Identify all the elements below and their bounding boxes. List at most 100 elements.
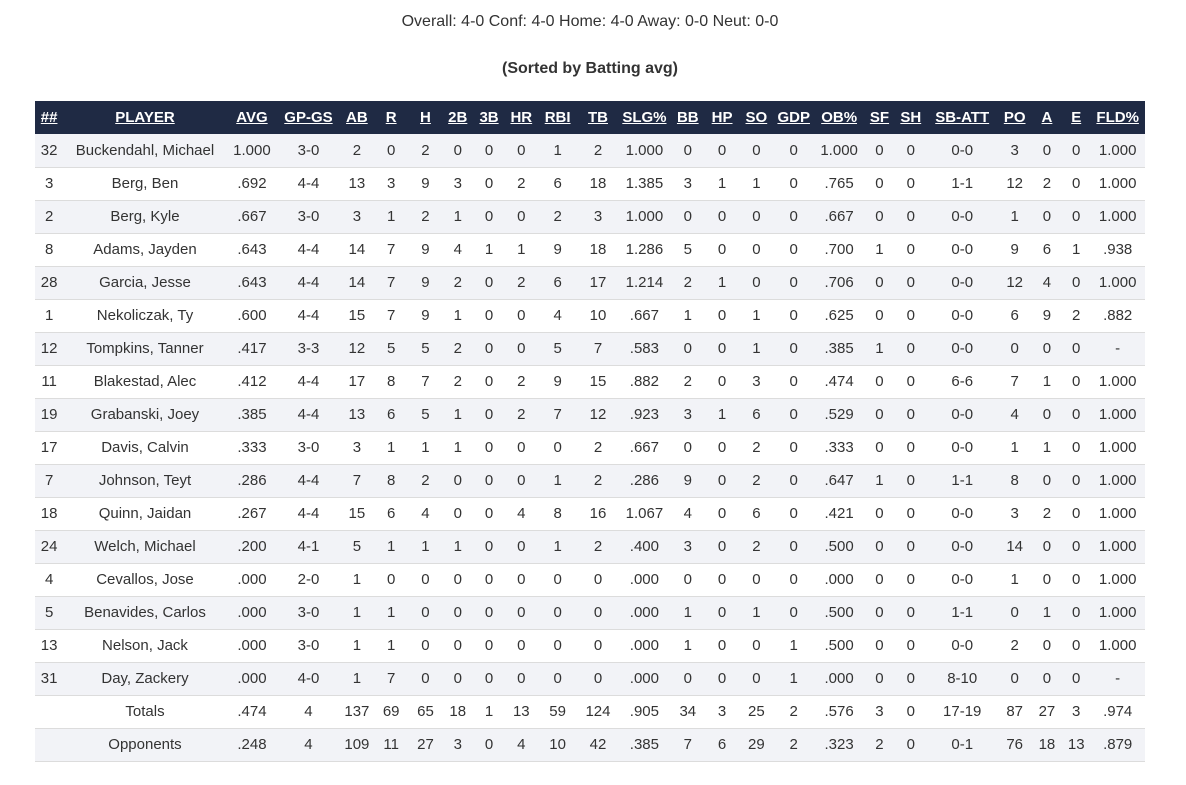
stat-cell: 4-4 [297,505,320,522]
column-header-tb[interactable]: TB [587,109,608,126]
stat-cell: .200 [237,538,267,555]
stat-cell: 69 [382,703,400,720]
stat-cell: 4 [517,736,526,753]
table-row: 7 Johnson, Teyt .286 4-4 7 8 2 0 0 0 1 2 .286 9 0 2 0 .64… [35,464,1145,497]
column-header-ob-pct[interactable]: OB% [821,109,858,126]
stat-cell: 0 [593,604,603,621]
stat-cell: 1 [752,307,761,324]
stat-cell: 2 [593,538,603,555]
column-header-e[interactable]: E [1071,109,1082,126]
column-header-2b[interactable]: 2B [448,109,468,126]
column-header-gdp[interactable]: GDP [777,109,810,126]
stat-cell: 6 [387,505,396,522]
stat-cell: 18 [449,703,467,720]
stat-cell: 4-4 [297,175,320,192]
stat-cell: 3-0 [297,637,320,654]
column-header-r[interactable]: R [385,109,397,126]
stat-cell: 0 [875,175,884,192]
column-header-ab[interactable]: AB [346,109,368,126]
column-header-3b[interactable]: 3B [479,109,499,126]
stat-cell: 1 [387,208,396,225]
column-header-bb[interactable]: BB [676,109,699,126]
column-header-po[interactable]: PO [1003,109,1026,126]
stat-cell: 1.000 [1098,175,1137,192]
stat-cell: 0 [717,241,727,258]
stat-cell: 2 [593,472,603,489]
stat-cell: 0 [717,472,727,489]
stat-cell: 1 [717,406,727,423]
stat-cell: 0 [1072,571,1081,588]
stat-cell: 0 [789,175,798,192]
stat-cell: .000 [824,571,854,588]
stat-cell: 13 [512,703,530,720]
stat-cell: 5 [421,406,430,423]
stat-cell: .500 [824,604,854,621]
stat-cell: 0 [484,637,494,654]
stat-cell: 0 [906,538,915,555]
stat-cell: 8 [1010,472,1019,489]
stat-cell: 0 [1072,439,1081,456]
stat-cell: 0 [906,637,915,654]
stat-cell: 2 [1042,175,1052,192]
column-header-player[interactable]: PLAYER [115,109,175,126]
column-header-sh[interactable]: SH [900,109,922,126]
stat-cell: 0 [906,175,915,192]
stat-cell: 0 [1042,472,1052,489]
column-header-gp-gs[interactable]: GP-GS [284,109,333,126]
stat-cell: .700 [824,241,854,258]
stat-cell: 0 [1072,175,1081,192]
stat-cell: 1.000 [233,141,271,159]
stat-cell: 4 [421,505,430,522]
stat-cell: 0 [484,670,494,687]
stat-cell: .647 [824,472,854,489]
stat-cell: 32 [40,141,58,159]
stat-cell: 4-0 [297,670,320,687]
column-header-avg[interactable]: AVG [236,109,268,126]
column-header-h[interactable]: H [420,109,431,126]
stat-cell: 0 [387,571,396,588]
column-header-slg-pct[interactable]: SLG% [622,109,667,126]
column-header-a[interactable]: A [1041,109,1053,126]
stat-cell: 1-1 [951,472,974,489]
stat-cell: 1 [752,340,761,357]
column-header-so[interactable]: SO [745,109,768,126]
stat-cell: 18 [589,175,607,192]
stat-cell: 0 [484,340,494,357]
table-row: 8 Adams, Jayden .643 4-4 14 7 9 4 1 1 9 18 1.286 5 0 0 0… [35,233,1145,266]
stat-cell: 2 [421,141,430,159]
column-header-hp[interactable]: HP [711,109,733,126]
column-header-fld-pct[interactable]: FLD% [1096,109,1139,126]
stat-cell: 1 [453,208,462,225]
column-header-sb-att[interactable]: SB-ATT [935,109,990,126]
stat-cell: 0 [875,637,884,654]
column-header-sf[interactable]: SF [869,109,890,126]
column-header-rbi[interactable]: RBI [544,109,571,126]
stat-cell: 0 [717,604,727,621]
stat-cell: 2 [752,538,761,555]
stat-cell: 0 [453,505,462,522]
stat-cell: .882 [1103,307,1133,324]
stat-cell: 16 [589,505,607,522]
column-header-hr[interactable]: HR [510,109,533,126]
stat-cell: 0 [717,307,727,324]
column-header-numnum[interactable]: ## [40,109,58,126]
stat-cell: 0 [906,439,915,456]
stat-cell: 7 [387,241,396,258]
stat-cell: 0 [717,538,727,555]
stat-cell: 0 [906,274,915,291]
stat-cell: 1 [553,472,562,489]
stat-cell: 0 [906,703,915,720]
stat-cell: 7 [593,340,603,357]
stat-cell: 0-1 [951,736,974,753]
stat-cell: 0-0 [951,208,974,225]
stat-cell: 6 [1010,307,1019,324]
stat-cell: 2 [593,141,603,159]
stat-cell: 0 [875,505,884,522]
stat-cell: 3 [387,175,396,192]
stat-cell: 3 [453,175,462,192]
stat-cell: 1 [517,241,526,258]
player-name-cell: Berg, Ben [111,175,179,192]
stat-cell: 8 [387,373,396,390]
stat-cell: 0 [421,670,430,687]
stat-cell: 6-6 [951,373,974,390]
